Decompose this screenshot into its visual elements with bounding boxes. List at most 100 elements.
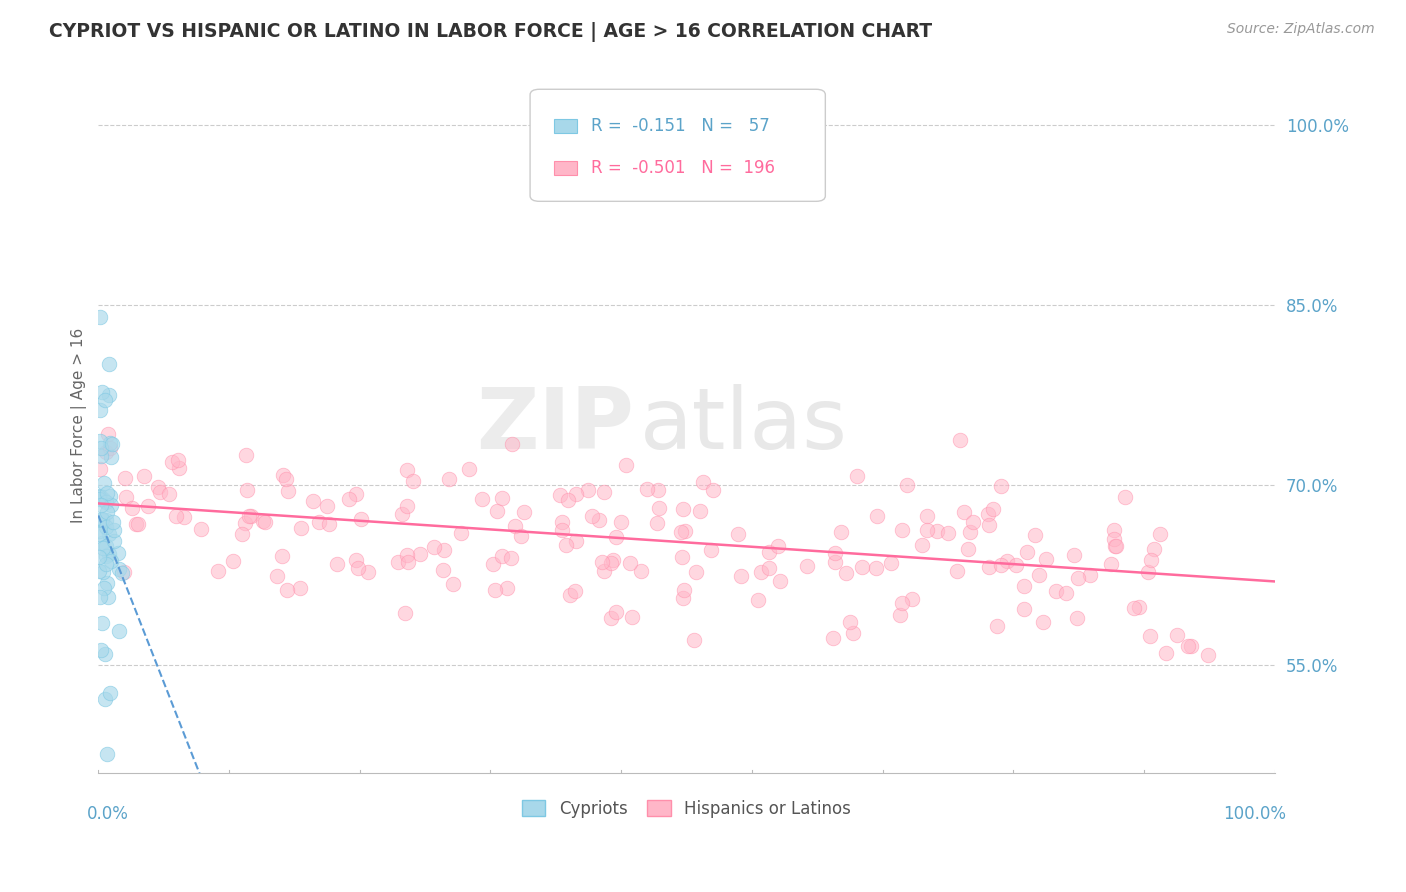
Point xyxy=(700,542,723,557)
Point xyxy=(114,471,136,485)
Point xyxy=(619,557,641,571)
Point xyxy=(127,516,149,531)
Point xyxy=(96,557,118,571)
Point xyxy=(96,576,118,591)
Point xyxy=(236,483,259,497)
Point xyxy=(620,609,643,624)
Point xyxy=(1136,565,1159,579)
Point xyxy=(1139,629,1161,643)
Point xyxy=(276,472,298,486)
Point xyxy=(1149,526,1171,541)
Point xyxy=(758,545,780,559)
Point xyxy=(138,500,160,514)
Point xyxy=(89,403,111,417)
Point xyxy=(581,509,603,524)
Point xyxy=(1105,539,1128,553)
Point xyxy=(308,515,330,529)
Point xyxy=(953,505,976,519)
Point xyxy=(1122,601,1144,615)
Point xyxy=(90,642,112,657)
Point xyxy=(1063,549,1085,563)
Point xyxy=(554,537,576,551)
Text: Source: ZipAtlas.com: Source: ZipAtlas.com xyxy=(1227,22,1375,37)
Point xyxy=(990,479,1012,493)
Point xyxy=(1104,532,1126,546)
Point xyxy=(98,441,121,455)
Point xyxy=(290,521,312,535)
Point xyxy=(288,581,311,595)
Point xyxy=(344,486,367,500)
Point xyxy=(482,557,505,571)
Point xyxy=(441,576,464,591)
Text: R =  -0.501   N =  196: R = -0.501 N = 196 xyxy=(592,159,775,177)
Point xyxy=(316,499,339,513)
Point xyxy=(1032,615,1054,630)
Point xyxy=(1024,528,1046,542)
Point xyxy=(89,590,111,604)
Point xyxy=(231,527,253,541)
Point xyxy=(846,468,869,483)
Point xyxy=(266,568,288,582)
Point xyxy=(865,561,887,575)
Point xyxy=(925,524,948,538)
Point xyxy=(87,491,110,506)
Point xyxy=(302,494,325,508)
Text: 0.0%: 0.0% xyxy=(87,805,128,822)
Point xyxy=(685,565,707,579)
Point xyxy=(1180,639,1202,653)
Point xyxy=(496,581,519,595)
Point xyxy=(149,484,172,499)
Point xyxy=(1078,567,1101,582)
Point xyxy=(125,516,148,531)
Point xyxy=(1012,602,1035,616)
Point xyxy=(165,509,187,524)
Point xyxy=(98,436,121,450)
Point xyxy=(588,513,610,527)
Point xyxy=(730,569,752,583)
Point xyxy=(107,562,129,576)
Point xyxy=(207,564,229,578)
Point xyxy=(98,358,121,372)
Point xyxy=(396,463,419,477)
Point xyxy=(564,584,586,599)
Point xyxy=(824,555,846,569)
Point xyxy=(89,310,111,325)
Point xyxy=(673,582,696,597)
Point xyxy=(548,487,571,501)
Point xyxy=(91,565,114,579)
Point xyxy=(1177,639,1199,653)
Point xyxy=(917,523,939,537)
Point xyxy=(432,563,454,577)
Point xyxy=(111,566,134,581)
Point xyxy=(835,566,858,580)
Point xyxy=(91,512,114,526)
Point xyxy=(949,434,972,448)
Point xyxy=(990,558,1012,572)
Point xyxy=(901,592,924,607)
Point xyxy=(669,525,692,540)
Point xyxy=(98,526,121,541)
Point xyxy=(648,501,671,516)
Point xyxy=(1099,558,1122,572)
Point xyxy=(896,478,918,492)
Point xyxy=(692,475,714,490)
FancyBboxPatch shape xyxy=(554,161,576,175)
Point xyxy=(766,539,789,553)
Point xyxy=(911,537,934,551)
Point xyxy=(647,483,669,497)
Point xyxy=(1012,580,1035,594)
Point xyxy=(167,452,190,467)
Point xyxy=(96,426,118,441)
Point xyxy=(87,490,110,504)
Point xyxy=(821,632,844,646)
Point xyxy=(98,686,121,700)
Point xyxy=(1104,524,1126,538)
Point xyxy=(159,487,181,501)
Point xyxy=(409,547,432,561)
Point xyxy=(132,468,155,483)
Point xyxy=(841,626,863,640)
Point xyxy=(96,747,118,761)
Point xyxy=(936,526,959,541)
Point xyxy=(605,530,627,544)
Point xyxy=(89,549,111,564)
